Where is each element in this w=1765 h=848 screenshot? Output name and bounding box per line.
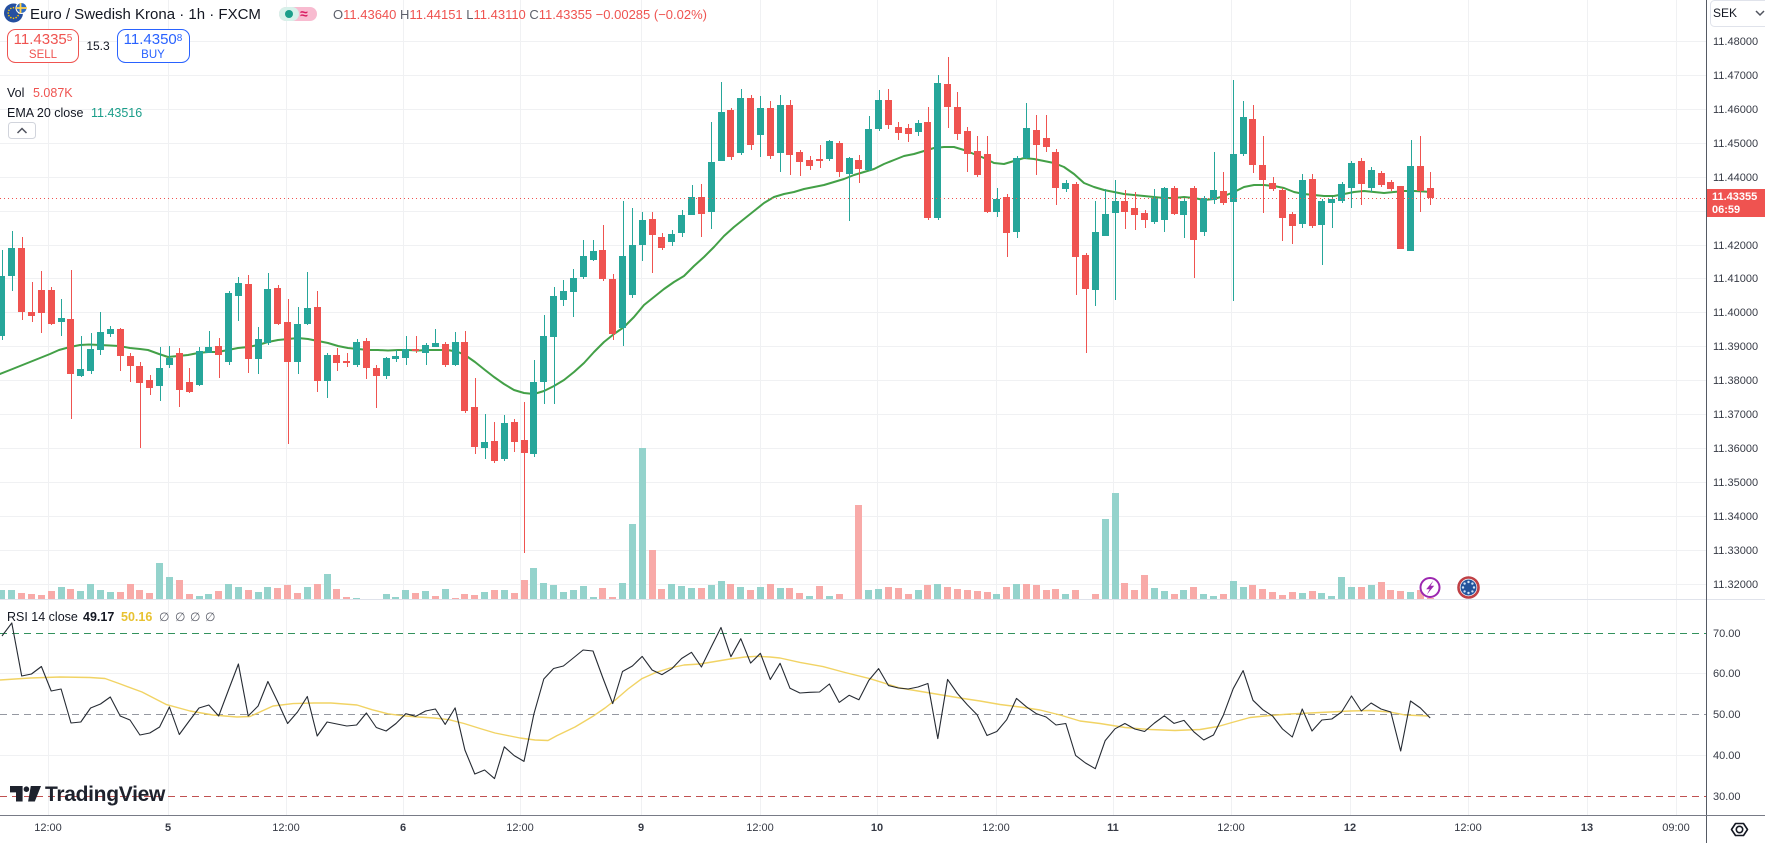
svg-text:11.40000: 11.40000 <box>1713 307 1758 319</box>
svg-text:12:00: 12:00 <box>1217 822 1245 834</box>
svg-text:SEK: SEK <box>1713 6 1737 20</box>
svg-text:50.16: 50.16 <box>121 610 152 624</box>
svg-text:11.36000: 11.36000 <box>1713 443 1758 455</box>
svg-text:49.17: 49.17 <box>83 610 114 624</box>
svg-text:70.00: 70.00 <box>1713 628 1741 640</box>
svg-text:11.33000: 11.33000 <box>1713 545 1758 557</box>
svg-text:11.43516: 11.43516 <box>91 106 142 120</box>
svg-text:11.44000: 11.44000 <box>1713 172 1758 184</box>
svg-text:TradingView: TradingView <box>45 783 166 806</box>
svg-text:11.43355: 11.43355 <box>1712 191 1757 203</box>
svg-text:13: 13 <box>1581 822 1593 834</box>
svg-text:11.46000: 11.46000 <box>1713 104 1758 116</box>
svg-text:30.00: 30.00 <box>1713 791 1741 803</box>
svg-text:SELL: SELL <box>29 49 58 61</box>
svg-text:50.00: 50.00 <box>1713 709 1741 721</box>
svg-text:11.39000: 11.39000 <box>1713 341 1758 353</box>
svg-text:15.3: 15.3 <box>86 39 110 53</box>
svg-text:60.00: 60.00 <box>1713 668 1741 680</box>
svg-text:40.00: 40.00 <box>1713 750 1741 762</box>
svg-text:10: 10 <box>871 822 883 834</box>
svg-text:5.087K: 5.087K <box>33 86 73 100</box>
svg-text:9: 9 <box>638 822 644 834</box>
svg-text:12:00: 12:00 <box>34 822 62 834</box>
svg-text:RSI 14 close: RSI 14 close <box>7 610 78 624</box>
svg-text:12:00: 12:00 <box>982 822 1010 834</box>
svg-text:∅: ∅ <box>159 610 169 624</box>
svg-text:11.43355: 11.43355 <box>14 31 73 48</box>
svg-text:6: 6 <box>400 822 406 834</box>
svg-text:11: 11 <box>1107 822 1119 834</box>
svg-text:5: 5 <box>165 822 171 834</box>
svg-text:11.48000: 11.48000 <box>1713 36 1758 48</box>
svg-text:09:00: 09:00 <box>1662 822 1690 834</box>
svg-text:11.42000: 11.42000 <box>1713 240 1758 252</box>
svg-text:12:00: 12:00 <box>272 822 300 834</box>
svg-text:06:59: 06:59 <box>1712 204 1740 216</box>
svg-text:Euro / Swedish Krona · 1h · FX: Euro / Swedish Krona · 1h · FXCM <box>30 6 261 23</box>
svg-text:EMA 20 close: EMA 20 close <box>7 106 83 120</box>
svg-text:12:00: 12:00 <box>506 822 534 834</box>
svg-text:11.41000: 11.41000 <box>1713 273 1758 285</box>
svg-text:∅: ∅ <box>175 610 185 624</box>
svg-text:∅: ∅ <box>190 610 200 624</box>
svg-text:∅: ∅ <box>205 610 215 624</box>
svg-text:BUY: BUY <box>141 49 165 61</box>
svg-text:Vol: Vol <box>7 86 24 100</box>
svg-text:11.47000: 11.47000 <box>1713 70 1758 82</box>
svg-text:11.35000: 11.35000 <box>1713 477 1758 489</box>
svg-text:O11.43640 H11.44151 L11.43110: O11.43640 H11.44151 L11.43110 C11.43355 … <box>333 7 707 22</box>
svg-text:≈: ≈ <box>300 6 308 22</box>
svg-text:12:00: 12:00 <box>1454 822 1482 834</box>
svg-text:11.32000: 11.32000 <box>1713 579 1758 591</box>
svg-text:12:00: 12:00 <box>746 822 774 834</box>
svg-text:11.38000: 11.38000 <box>1713 375 1758 387</box>
svg-text:11.43508: 11.43508 <box>124 31 183 48</box>
svg-text:11.37000: 11.37000 <box>1713 409 1758 421</box>
svg-text:11.45000: 11.45000 <box>1713 138 1758 150</box>
svg-text:12: 12 <box>1344 822 1356 834</box>
svg-text:11.34000: 11.34000 <box>1713 511 1758 523</box>
